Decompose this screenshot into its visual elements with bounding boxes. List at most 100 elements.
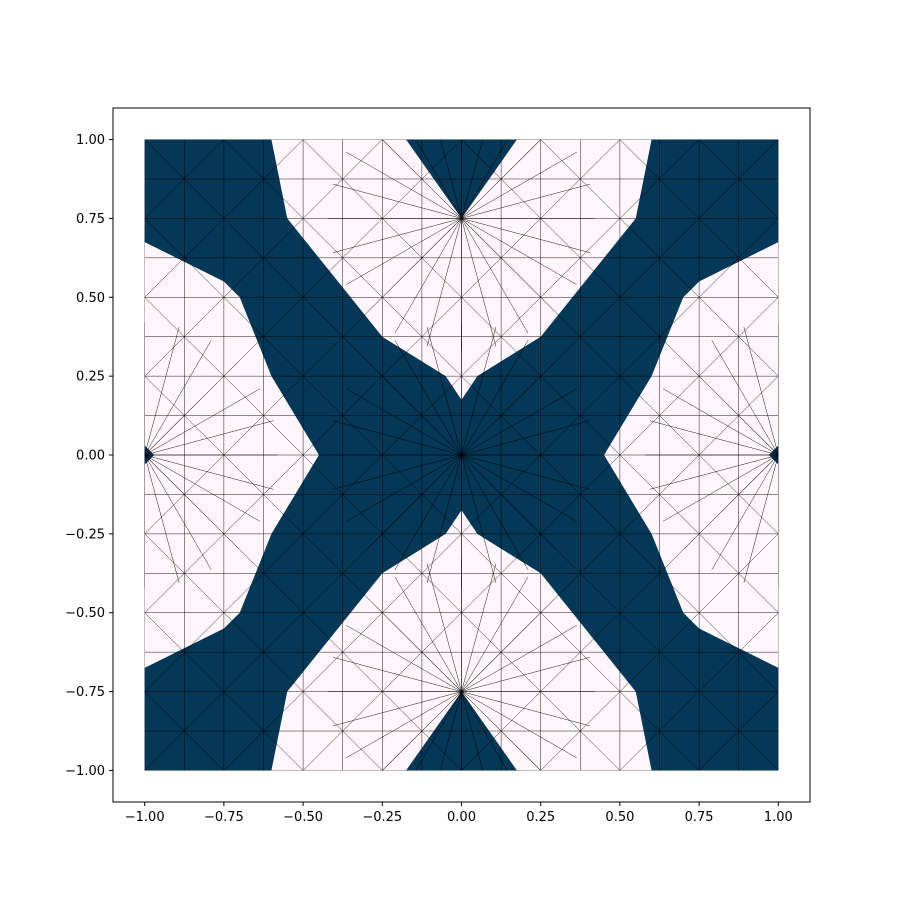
mesh-edge <box>649 454 779 490</box>
mesh-edge <box>184 454 225 495</box>
mesh-edge <box>461 563 497 692</box>
mesh-edge <box>659 691 700 732</box>
mesh-edge <box>743 326 779 456</box>
mesh-edge <box>659 651 700 692</box>
mesh-edge <box>342 375 383 416</box>
mesh-edge <box>461 691 577 759</box>
mesh-edge <box>580 573 621 613</box>
mesh-edge <box>367 218 462 313</box>
mesh-edge <box>394 454 462 570</box>
mesh-edge <box>144 494 185 535</box>
mesh-edge <box>461 657 591 692</box>
mesh-edge <box>394 576 462 692</box>
mesh-edge <box>263 336 304 377</box>
mesh-edge <box>659 415 700 456</box>
mesh-edge <box>263 139 304 180</box>
mesh-edge <box>421 494 462 535</box>
mesh-edge <box>382 651 423 692</box>
mesh-edge <box>144 420 274 456</box>
mesh-edge <box>698 691 739 732</box>
mesh-edge <box>342 257 383 298</box>
mesh-edge <box>698 533 739 574</box>
mesh-edge <box>461 691 542 771</box>
mesh-edge <box>342 730 383 771</box>
mesh-edge <box>580 297 621 337</box>
mesh-edge <box>461 576 529 692</box>
mesh-edge <box>382 336 423 377</box>
mesh-edge <box>738 494 779 535</box>
mesh-edge <box>580 415 621 456</box>
mesh-edge <box>500 336 541 377</box>
mesh-edge <box>421 573 462 613</box>
mesh-edge <box>144 218 185 259</box>
mesh-edge <box>144 336 185 377</box>
mesh-edge <box>500 297 541 337</box>
mesh-edge <box>619 533 660 574</box>
mesh-edge <box>500 691 541 732</box>
x-tick-label: −0.50 <box>283 810 323 825</box>
mesh-edge <box>184 651 225 692</box>
mesh-edge <box>619 415 660 456</box>
mesh-edge <box>184 139 225 180</box>
mesh-edge <box>342 139 383 180</box>
mesh-edge <box>580 612 621 653</box>
mesh-edge <box>302 297 343 337</box>
mesh-edge <box>461 454 556 549</box>
mesh-edge <box>382 691 423 732</box>
mesh-edge <box>461 183 591 219</box>
mesh-edge <box>367 597 462 692</box>
mesh-edge <box>738 573 779 613</box>
mesh-edge <box>461 218 529 334</box>
mesh-edge <box>415 691 462 771</box>
mesh-edge <box>223 612 264 653</box>
mesh-edge <box>461 336 502 377</box>
mesh-edge <box>580 178 621 219</box>
mesh-edge <box>698 297 739 337</box>
mesh-edge <box>619 257 660 298</box>
mesh-edge <box>619 375 660 416</box>
mesh-edge <box>382 297 423 337</box>
mesh-edge <box>738 336 779 377</box>
mesh-edge <box>184 730 225 771</box>
mesh-edge <box>394 218 462 334</box>
mesh-edge <box>421 257 462 298</box>
mesh-edge <box>302 651 343 692</box>
mesh-edge <box>302 257 343 298</box>
mesh-edge <box>580 375 621 416</box>
mesh-edge <box>540 494 581 535</box>
mesh-edge <box>738 651 779 692</box>
mesh-edge <box>144 691 185 732</box>
mesh-edge <box>659 454 700 495</box>
mesh-edge <box>500 454 541 495</box>
mesh-edge <box>421 533 462 574</box>
mesh-edge <box>223 375 264 416</box>
mesh-edge <box>580 336 621 377</box>
mesh-edge <box>684 361 779 456</box>
y-tick-label: −1.00 <box>65 764 105 779</box>
mesh-edge <box>263 257 304 298</box>
mesh-edge <box>461 257 502 298</box>
x-axis: −1.00 −0.75 −0.50 −0.25 0.00 0.25 0.50 0.75 1.00 <box>125 802 793 825</box>
mesh-edge <box>263 533 304 574</box>
mesh-edge <box>461 454 591 490</box>
mesh-edge <box>461 730 502 771</box>
mesh-edge <box>144 257 185 298</box>
mesh-edge <box>223 454 264 495</box>
mesh-edge <box>426 326 462 456</box>
y-tick-label: −0.75 <box>65 685 105 700</box>
mesh-edge <box>461 297 502 337</box>
mesh-edge <box>698 651 739 692</box>
mesh-edge <box>421 730 462 771</box>
mesh-lines <box>144 139 779 771</box>
mesh-edge <box>184 691 225 732</box>
mesh-edge <box>461 218 577 285</box>
mesh-edge <box>346 151 462 219</box>
mesh-edge <box>461 340 529 456</box>
mesh-edge <box>415 139 462 219</box>
mesh-edge <box>619 336 660 377</box>
mesh-edge <box>649 420 779 456</box>
mesh-edge <box>461 375 502 416</box>
mesh-edge <box>659 297 700 337</box>
mesh-edge <box>738 533 779 574</box>
mesh-edge <box>461 361 556 456</box>
